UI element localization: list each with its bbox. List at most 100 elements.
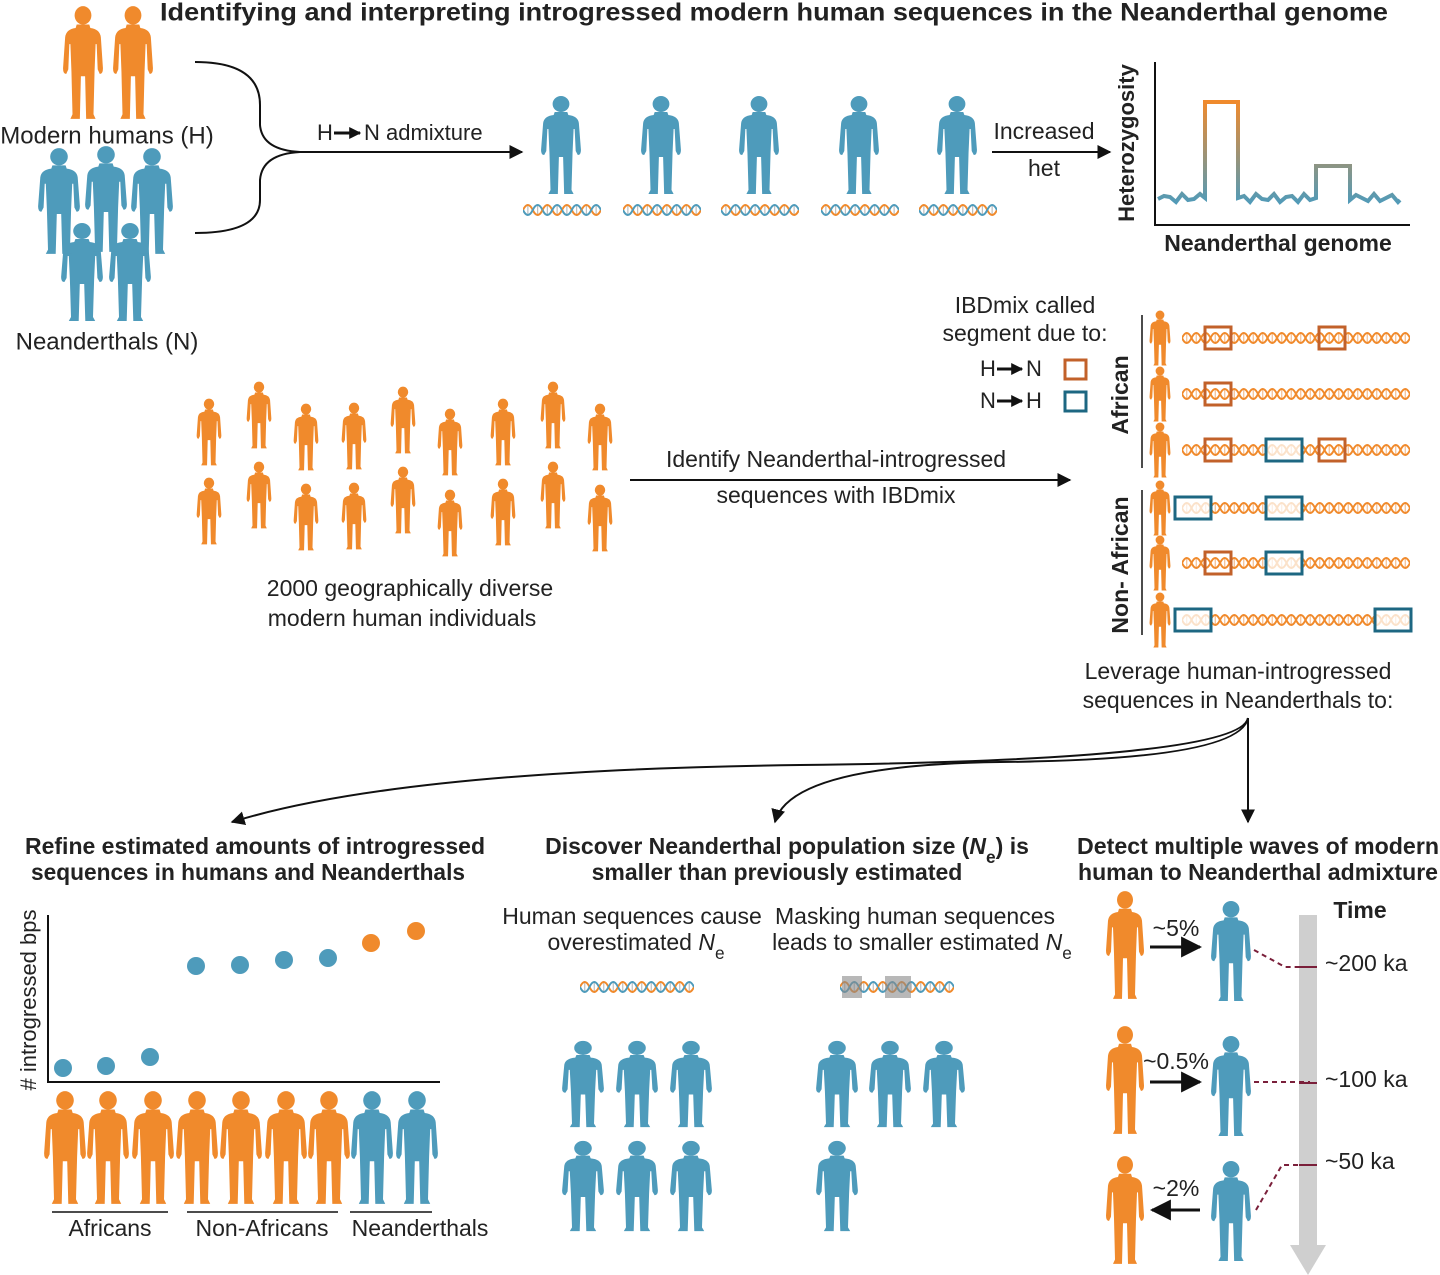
dna: [1239, 557, 1258, 569]
person: [1149, 592, 1171, 648]
dna: [656, 981, 675, 993]
person: [587, 484, 613, 552]
label: Human sequences cause: [502, 903, 762, 929]
person: [1149, 310, 1171, 366]
person: [1149, 422, 1171, 478]
subscript: e: [1062, 943, 1072, 963]
dna: [618, 981, 637, 993]
dna: [958, 204, 978, 216]
dna: [1182, 388, 1201, 400]
dna: [662, 204, 682, 216]
dna: [760, 204, 780, 216]
dna: [916, 981, 935, 993]
text-part: ) is: [996, 833, 1029, 859]
axis: [1154, 62, 1410, 226]
dna: [1315, 388, 1334, 400]
segment-box: [1264, 550, 1304, 576]
person: [196, 398, 222, 466]
dna: [938, 204, 958, 216]
dna: [562, 204, 582, 216]
label: Increased: [993, 118, 1094, 144]
dna: [1353, 388, 1372, 400]
panel-title: human to Neanderthal admixture: [1078, 859, 1438, 885]
text-part: Discover Neanderthal population size (: [545, 833, 970, 859]
label: ~5%: [1153, 915, 1200, 941]
person: [1211, 1161, 1251, 1261]
dot: [231, 956, 249, 974]
population-label: Neanderthals (N): [16, 328, 199, 355]
label: ~200 ka: [1325, 950, 1408, 976]
person: [396, 1091, 438, 1204]
person: [1106, 1026, 1144, 1134]
panel-title: smaller than previously estimated: [592, 859, 963, 885]
person: [490, 398, 516, 466]
mask: [885, 976, 911, 998]
legend-swatch: [1063, 358, 1088, 381]
time-link: [1253, 949, 1310, 968]
label: N admixture: [364, 120, 483, 145]
dna: [542, 204, 562, 216]
person: [816, 1040, 858, 1128]
person: [246, 461, 272, 529]
dna: [675, 981, 694, 993]
segment-box: [1173, 495, 1213, 521]
dna: [1239, 444, 1258, 456]
person: [562, 1140, 604, 1232]
dna: [1315, 557, 1334, 569]
person: [265, 1091, 307, 1204]
group-label: African: [1107, 355, 1133, 434]
label: H: [1026, 388, 1042, 413]
label: ~0.5%: [1143, 1048, 1209, 1074]
person: [1149, 535, 1171, 591]
dna: [1182, 332, 1201, 344]
person: [63, 6, 103, 119]
person: [540, 461, 566, 529]
label: ~50 ka: [1325, 1148, 1395, 1174]
label: Non-Africans: [196, 1215, 329, 1241]
dna: [1258, 332, 1277, 344]
person: [390, 466, 416, 534]
person: [839, 96, 879, 194]
dna: [935, 981, 954, 993]
panel-title: Discover Neanderthal population size (Ne…: [545, 833, 1029, 866]
dot: [97, 1057, 115, 1075]
dna: [1239, 332, 1258, 344]
segment-box: [1173, 607, 1213, 633]
dna: [623, 204, 643, 216]
axis-label: # introgressed bps: [16, 910, 41, 1091]
dna: [1258, 614, 1277, 626]
dot: [362, 934, 380, 952]
axis: [47, 915, 440, 1083]
label: Leverage human-introgressed: [1085, 658, 1392, 684]
label: het: [1028, 155, 1061, 181]
person: [131, 148, 173, 254]
dna: [1220, 614, 1239, 626]
dna: [1372, 502, 1391, 514]
label: overestimated Ne: [547, 929, 724, 962]
dna: [860, 204, 880, 216]
person: [341, 402, 367, 470]
label: sequences with IBDmix: [716, 482, 956, 508]
dna: [599, 981, 618, 993]
person: [641, 96, 681, 194]
person: [562, 1040, 604, 1128]
dna: [821, 204, 841, 216]
dna: [1334, 388, 1353, 400]
population-label: Modern humans (H): [0, 122, 213, 149]
dna: [1391, 557, 1410, 569]
person: [113, 6, 153, 119]
person: [1211, 1036, 1251, 1136]
dna: [1353, 614, 1372, 626]
dna: [1353, 557, 1372, 569]
dna: [779, 204, 799, 216]
person: [1149, 480, 1171, 536]
person: [308, 1091, 350, 1204]
segment-box: [1373, 607, 1413, 633]
dna: [642, 204, 662, 216]
title: Identifying and interpreting introgresse…: [160, 0, 1388, 27]
dna: [681, 204, 701, 216]
dna: [1353, 444, 1372, 456]
person: [44, 1091, 86, 1204]
person: [540, 381, 566, 449]
dna: [1353, 502, 1372, 514]
